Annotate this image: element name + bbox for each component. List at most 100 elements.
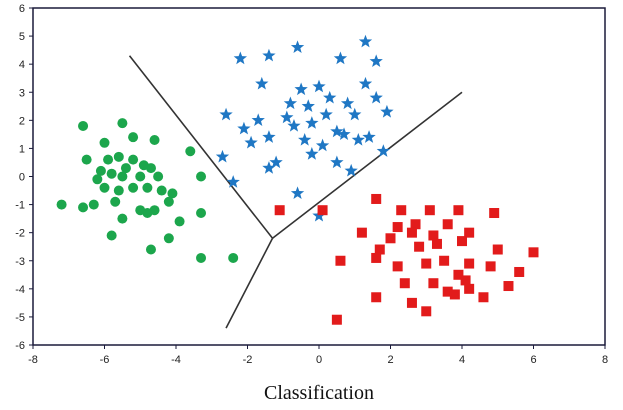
data-point-square <box>464 227 475 238</box>
y-tick-label: -4 <box>15 284 25 296</box>
data-point-square <box>410 219 421 230</box>
data-point-star <box>344 163 358 177</box>
data-point-square <box>331 314 342 325</box>
data-point-circle <box>78 120 89 131</box>
square-series <box>274 193 539 325</box>
x-tick-label: -8 <box>28 354 38 366</box>
decision-boundaries <box>128 55 463 329</box>
x-axis: -8 -6 -4 -2 0 2 4 6 8 <box>28 345 608 366</box>
data-point-circle <box>128 154 139 165</box>
y-tick-label: 4 <box>19 59 25 71</box>
x-tick-label: 0 <box>316 354 322 366</box>
data-point-square <box>464 258 475 269</box>
data-point-square <box>431 238 442 249</box>
x-tick-label: 8 <box>602 354 608 366</box>
data-point-star <box>362 130 376 143</box>
data-point-star <box>333 51 348 65</box>
data-point-star <box>312 79 326 93</box>
data-point-square <box>453 205 464 216</box>
data-point-star <box>348 107 362 121</box>
data-point-star <box>380 104 394 118</box>
data-point-star <box>369 90 383 104</box>
x-tick-label: -4 <box>171 354 181 366</box>
data-point-star <box>255 76 269 90</box>
data-point-circle <box>163 196 174 207</box>
data-point-square <box>424 205 435 216</box>
data-point-circle <box>117 171 128 182</box>
data-point-square <box>457 236 467 247</box>
data-point-circle <box>174 216 185 227</box>
data-point-star <box>323 90 337 104</box>
data-point-circle <box>163 233 174 244</box>
data-point-circle <box>128 132 139 143</box>
data-point-square <box>503 281 514 292</box>
data-point-circle <box>103 154 114 165</box>
y-tick-label: 1 <box>19 143 25 155</box>
y-tick-label: 2 <box>19 115 25 127</box>
y-tick-label: 5 <box>19 31 25 43</box>
data-point-square <box>528 247 539 258</box>
data-point-circle <box>156 185 167 196</box>
x-axis-label: Classification <box>264 382 374 404</box>
data-point-circle <box>196 208 207 219</box>
boundary-line <box>128 55 274 239</box>
data-point-star <box>237 121 251 135</box>
y-tick-label: 0 <box>19 172 25 184</box>
data-point-star <box>226 175 240 188</box>
data-point-star <box>305 147 319 160</box>
data-point-circle <box>128 182 139 193</box>
data-point-star <box>376 144 391 157</box>
y-tick-label: 6 <box>19 3 25 15</box>
x-tick-label: 6 <box>530 354 536 366</box>
y-tick-label: -6 <box>15 340 25 352</box>
data-point-square <box>449 289 460 300</box>
data-point-star <box>290 40 305 53</box>
data-point-square <box>385 233 396 244</box>
data-point-circle <box>88 199 99 210</box>
data-point-circle <box>228 252 239 263</box>
y-tick-label: -5 <box>15 312 25 324</box>
x-tick-label: -2 <box>243 354 253 366</box>
data-point-star <box>280 110 294 124</box>
data-point-circle <box>110 196 121 207</box>
data-point-star <box>305 116 319 129</box>
data-point-star <box>233 51 248 65</box>
data-point-circle <box>145 163 156 174</box>
data-point-star <box>287 118 301 132</box>
data-point-star <box>219 107 233 121</box>
data-point-star <box>301 99 315 112</box>
data-point-square <box>374 244 385 255</box>
data-point-star <box>330 155 344 169</box>
data-point-square <box>371 292 382 303</box>
data-point-circle <box>106 230 117 241</box>
data-point-star <box>269 155 283 169</box>
data-point-star <box>330 124 344 138</box>
y-axis: -6 -5 -4 -3 -2 -1 0 1 2 3 4 5 6 <box>15 3 33 352</box>
star-series <box>215 34 394 222</box>
data-point-star <box>351 132 365 146</box>
data-point-circle <box>95 165 106 176</box>
data-point-square <box>428 278 439 289</box>
data-point-star <box>298 132 312 146</box>
data-point-star <box>337 127 351 141</box>
data-point-circle <box>56 199 67 210</box>
data-point-square <box>492 244 503 255</box>
data-point-star <box>251 113 265 126</box>
data-point-square <box>460 275 471 286</box>
data-point-circle <box>99 182 110 193</box>
data-point-star <box>369 54 383 68</box>
x-tick-label: 2 <box>387 354 393 366</box>
data-point-square <box>442 286 453 297</box>
data-point-star <box>294 82 308 96</box>
data-point-star <box>319 107 333 121</box>
data-point-circle <box>142 182 153 193</box>
data-point-square <box>406 227 417 238</box>
data-point-circle <box>142 208 153 219</box>
data-point-circle <box>117 213 128 224</box>
data-point-circle <box>113 185 124 196</box>
data-point-star <box>262 161 276 174</box>
data-point-square <box>406 297 417 308</box>
data-point-circle <box>135 171 146 182</box>
y-tick-label: -1 <box>15 200 25 212</box>
data-point-circle <box>196 171 207 182</box>
